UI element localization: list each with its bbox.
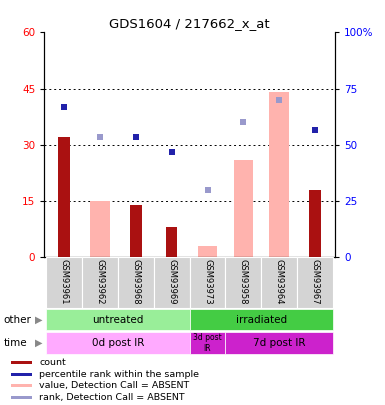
Text: time: time [4, 338, 27, 348]
Title: GDS1604 / 217662_x_at: GDS1604 / 217662_x_at [109, 17, 270, 30]
Bar [12, 396, 32, 399]
Bar [46, 332, 190, 354]
Bar [46, 257, 82, 308]
Bar [261, 257, 297, 308]
Text: GSM93973: GSM93973 [203, 259, 212, 304]
Text: rank, Detection Call = ABSENT: rank, Detection Call = ABSENT [39, 393, 185, 402]
Text: ▶: ▶ [35, 315, 43, 324]
Text: GSM93961: GSM93961 [60, 259, 69, 304]
Bar [82, 257, 118, 308]
Text: 0d post IR: 0d post IR [92, 338, 144, 348]
Bar [12, 373, 32, 376]
Bar [270, 92, 289, 257]
Bar [166, 227, 177, 257]
Bar [130, 205, 142, 257]
Text: GSM93964: GSM93964 [275, 259, 284, 304]
Bar [12, 361, 32, 364]
Bar [226, 332, 333, 354]
Text: percentile rank within the sample: percentile rank within the sample [39, 370, 199, 379]
Bar [234, 160, 253, 257]
Bar [310, 190, 321, 257]
Bar [90, 201, 110, 257]
Text: GSM93962: GSM93962 [95, 259, 104, 304]
Text: GSM93958: GSM93958 [239, 259, 248, 304]
Text: other: other [4, 315, 32, 324]
Bar [190, 309, 333, 330]
Text: 3d post
IR: 3d post IR [193, 333, 222, 353]
Text: irradiated: irradiated [236, 315, 287, 324]
Text: GSM93969: GSM93969 [167, 259, 176, 304]
Bar [46, 309, 190, 330]
Bar [190, 257, 226, 308]
Bar [118, 257, 154, 308]
Text: ▶: ▶ [35, 338, 43, 348]
Bar [12, 384, 32, 387]
Text: GSM93968: GSM93968 [131, 259, 140, 304]
Bar [226, 257, 261, 308]
Bar [297, 257, 333, 308]
Text: count: count [39, 358, 66, 367]
Bar [58, 137, 70, 257]
Text: GSM93967: GSM93967 [311, 259, 320, 304]
Text: 7d post IR: 7d post IR [253, 338, 306, 348]
Bar [198, 246, 218, 257]
Bar [154, 257, 190, 308]
Text: value, Detection Call = ABSENT: value, Detection Call = ABSENT [39, 381, 189, 390]
Text: untreated: untreated [92, 315, 144, 324]
Bar [190, 332, 226, 354]
